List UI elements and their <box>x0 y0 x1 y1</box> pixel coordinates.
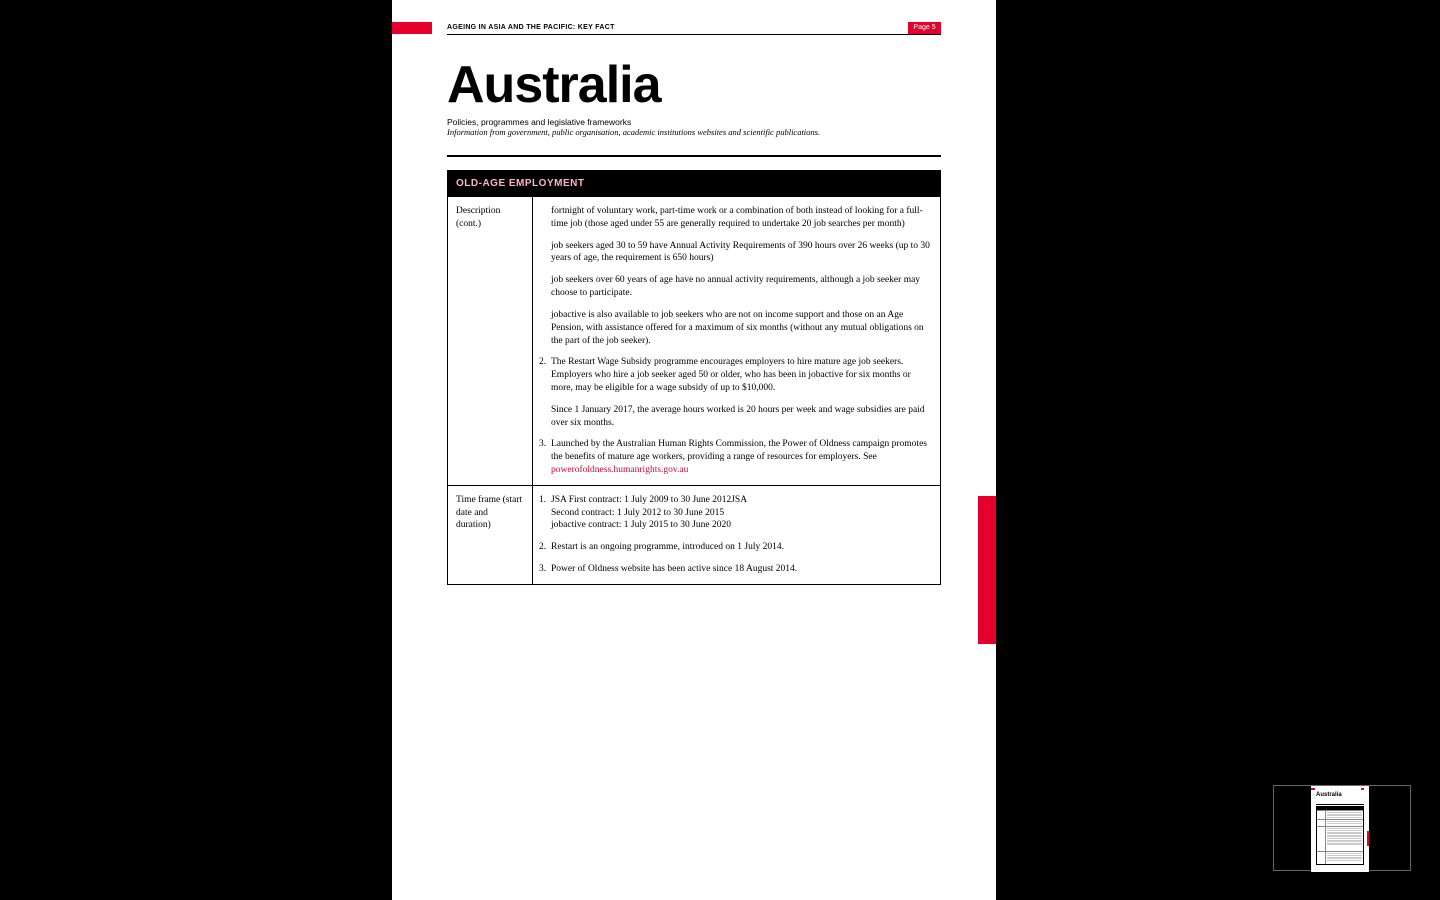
subtitle-line1: Policies, programmes and legislative fra… <box>447 117 631 127</box>
item-number: 2. <box>539 541 546 554</box>
item-number: 1. <box>539 494 546 507</box>
numbered-item: 1. JSA First contract: 1 July 2009 to 30… <box>539 494 930 507</box>
page-title: Australia <box>447 55 661 115</box>
subtitle-line2: Information from government, public orga… <box>447 127 820 137</box>
numbered-item: 2. Restart is an ongoing programme, intr… <box>539 541 930 554</box>
content-table: OLD-AGE EMPLOYMENT Description (cont.) f… <box>447 170 941 585</box>
row-content: fortnight of voluntary work, part-time w… <box>533 197 940 485</box>
table-row: Description (cont.) fortnight of volunta… <box>448 196 940 485</box>
numbered-item: 2. The Restart Wage Subsidy programme en… <box>539 356 930 394</box>
row-content: 1. JSA First contract: 1 July 2009 to 30… <box>533 486 940 584</box>
paragraph: Second contract: 1 July 2012 to 30 June … <box>539 507 930 520</box>
item-number: 3. <box>539 438 546 451</box>
page-edge-tab <box>978 496 996 644</box>
thumbnail-accent <box>1311 788 1315 790</box>
header-rule <box>447 34 941 35</box>
thumbnail-rule <box>1316 804 1364 805</box>
thumbnail-edge-tab <box>1367 831 1369 846</box>
link-text: powerofoldness.humanrights.gov.au <box>551 465 688 475</box>
row-label: Description (cont.) <box>448 197 533 485</box>
item-number: 2. <box>539 356 546 369</box>
header-accent-bar <box>392 22 432 34</box>
item-number: 3. <box>539 563 546 576</box>
item-text: Restart is an ongoing programme, introdu… <box>551 542 784 552</box>
thumbnail-badge <box>1361 788 1364 790</box>
thumbnail-table <box>1316 806 1364 865</box>
paragraph: job seekers over 60 years of age have no… <box>539 274 930 300</box>
paragraph: job seekers aged 30 to 59 have Annual Ac… <box>539 240 930 266</box>
page-number-badge: Page 5 <box>908 22 941 34</box>
running-head: AGEING IN ASIA AND THE PACIFIC: KEY FACT <box>447 24 615 31</box>
paragraph: jobactive is also available to job seeke… <box>539 309 930 347</box>
item-text: Power of Oldness website has been active… <box>551 564 797 574</box>
paragraph: fortnight of voluntary work, part-time w… <box>539 205 930 231</box>
item-text: Launched by the Australian Human Rights … <box>551 439 927 462</box>
section-header: OLD-AGE EMPLOYMENT <box>448 171 940 196</box>
table-row: Time frame (start date and duration) 1. … <box>448 485 940 584</box>
thumbnail-title: Australia <box>1316 792 1342 798</box>
title-rule <box>447 155 941 157</box>
paragraph: Since 1 January 2017, the average hours … <box>539 404 930 430</box>
page-thumbnail[interactable]: Australia <box>1273 785 1411 871</box>
numbered-item: 3. Power of Oldness website has been act… <box>539 563 930 576</box>
numbered-item: 3. Launched by the Australian Human Righ… <box>539 438 930 476</box>
row-label: Time frame (start date and duration) <box>448 486 533 584</box>
paragraph: jobactive contract: 1 July 2015 to 30 Ju… <box>539 519 930 532</box>
item-text: JSA First contract: 1 July 2009 to 30 Ju… <box>551 495 747 505</box>
item-text: The Restart Wage Subsidy programme encou… <box>551 357 911 393</box>
